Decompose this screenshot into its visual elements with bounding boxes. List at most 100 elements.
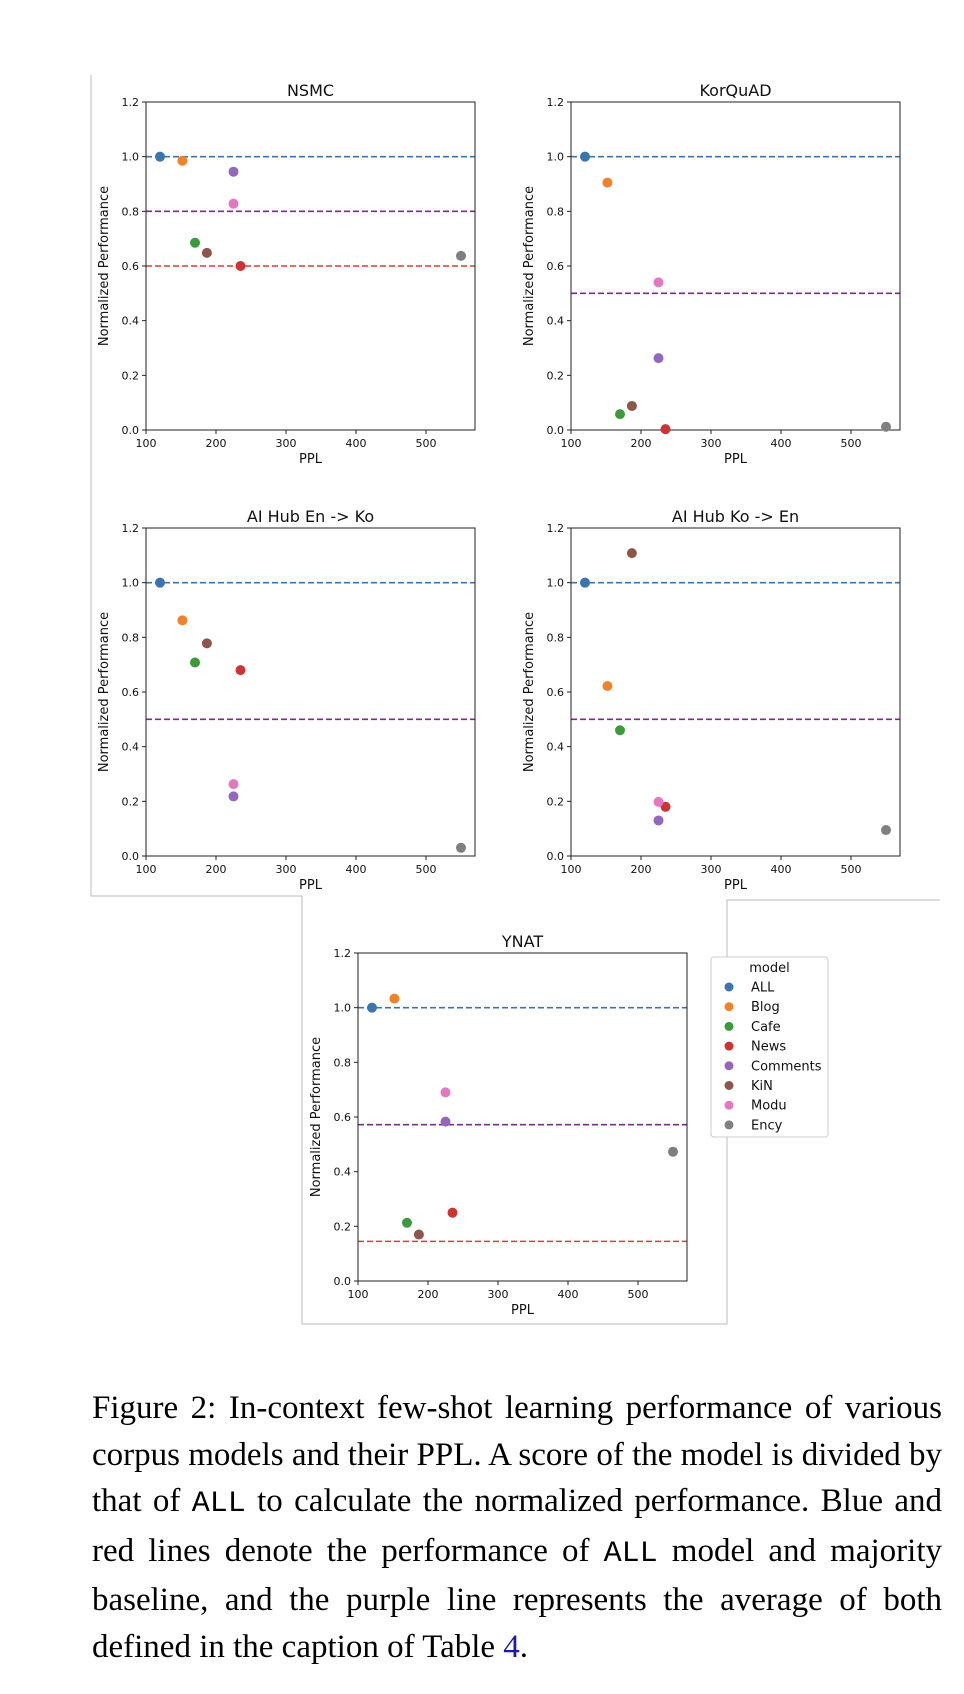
point-all <box>580 151 590 162</box>
chart-panel-ai-hub-ko-en: AI Hub Ko -> En 0.0 0.2 0.4 0.6 0.8 1.0 1.2 100 2… <box>522 507 901 893</box>
legend: model ALL Blog Cafe News Comments KiN Modu Ency <box>710 956 829 1138</box>
point-blog <box>177 615 188 626</box>
y-tick-label: 0.8 <box>547 205 565 218</box>
point-comments <box>653 353 664 364</box>
x-tick-label: 500 <box>628 1288 649 1301</box>
legend-label-news: News <box>751 1040 786 1055</box>
legend-label-all: ALL <box>751 981 775 996</box>
x-tick-label: 500 <box>841 437 862 450</box>
x-tick-label: 200 <box>206 437 227 450</box>
x-tick-label: 200 <box>631 437 652 450</box>
panels-layer: NSMC 0.0 0.2 0.4 0.6 0.8 1.0 1.2 100 200 300 400 500… <box>97 81 901 1318</box>
plot-frame <box>570 527 901 857</box>
y-tick-label: 1.0 <box>547 151 565 164</box>
chart-panel-nsmc: NSMC 0.0 0.2 0.4 0.6 0.8 1.0 1.2 100 200 300 400 500… <box>97 81 476 467</box>
point-news <box>660 801 671 812</box>
x-tick-label: 100 <box>136 863 157 876</box>
point-ency <box>456 250 466 261</box>
point-news <box>447 1207 458 1218</box>
x-tick-label: 500 <box>416 437 437 450</box>
x-tick-label: 500 <box>841 863 862 876</box>
legend-label-ency: Ency <box>751 1118 783 1133</box>
x-tick-label: 400 <box>346 437 367 450</box>
x-tick-label: 200 <box>418 1288 439 1301</box>
plot-frame <box>145 527 476 857</box>
point-cafe <box>615 725 625 736</box>
y-tick-label: 1.0 <box>122 577 140 590</box>
point-modu <box>440 1087 451 1098</box>
point-modu <box>228 198 239 209</box>
point-modu <box>228 779 239 790</box>
point-kin <box>626 548 637 559</box>
point-blog <box>177 155 188 166</box>
legend-title: model <box>749 961 789 976</box>
point-modu <box>653 796 664 807</box>
point-blog <box>602 177 613 188</box>
chart-title: KorQuAD <box>699 81 771 100</box>
point-all <box>155 577 165 588</box>
x-tick-label: 300 <box>276 437 297 450</box>
y-tick-label: 0.0 <box>122 850 140 863</box>
point-ency <box>456 842 466 853</box>
x-tick-label: 400 <box>771 863 792 876</box>
legend-marker-all <box>724 982 734 992</box>
legend-marker-comments <box>724 1061 734 1071</box>
legend-label-modu: Modu <box>751 1099 787 1114</box>
table-reference-link[interactable]: 4 <box>503 1628 520 1665</box>
chart-title: AI Hub En -> Ko <box>247 507 374 526</box>
caption-code-all: ALL <box>191 1487 246 1521</box>
x-tick-label: 300 <box>488 1288 509 1301</box>
y-tick-label: 0.2 <box>547 795 565 808</box>
caption-code-all-2: ALL <box>603 1536 658 1571</box>
point-all <box>580 577 590 588</box>
y-tick-label: 0.0 <box>122 424 140 437</box>
y-tick-label: 1.2 <box>122 96 140 109</box>
x-tick-label: 300 <box>701 437 722 450</box>
y-axis-label: Normalized Performance <box>97 612 112 772</box>
point-kin <box>201 247 212 258</box>
y-tick-label: 1.2 <box>547 96 565 109</box>
point-kin <box>413 1229 424 1240</box>
y-tick-label: 0.2 <box>122 795 140 808</box>
caption-text-mid1: to calculate the normalized performance.… <box>92 1483 942 1569</box>
y-tick-label: 0.4 <box>547 741 565 754</box>
y-tick-label: 0.6 <box>547 686 565 699</box>
y-tick-label: 1.2 <box>547 522 565 535</box>
point-news <box>235 665 246 676</box>
point-blog <box>389 993 400 1004</box>
y-tick-label: 1.0 <box>122 151 140 164</box>
caption-text-lead: Figure 2: In-context few-shot learning p… <box>92 1390 942 1519</box>
x-tick-label: 400 <box>771 437 792 450</box>
y-axis-label: Normalized Performance <box>97 186 112 346</box>
x-tick-label: 100 <box>561 863 582 876</box>
y-tick-label: 1.2 <box>122 522 140 535</box>
y-tick-label: 0.8 <box>334 1056 352 1069</box>
point-cafe <box>615 409 625 420</box>
x-axis-label: PPL <box>724 878 748 893</box>
y-tick-label: 0.0 <box>547 424 565 437</box>
point-ency <box>881 421 891 432</box>
point-comments <box>440 1116 451 1127</box>
point-comments <box>228 791 239 802</box>
x-tick-label: 100 <box>561 437 582 450</box>
caption-text-mid2: model and majority baseline, and the pur… <box>92 1532 942 1665</box>
legend-marker-blog <box>724 1002 734 1012</box>
plot-frame <box>570 101 901 431</box>
legend-marker-modu <box>724 1100 734 1110</box>
y-tick-label: 0.4 <box>547 315 565 328</box>
y-axis-label: Normalized Performance <box>522 186 537 346</box>
y-tick-label: 0.8 <box>122 631 140 644</box>
point-cafe <box>402 1217 412 1228</box>
y-tick-label: 1.0 <box>334 1002 352 1015</box>
point-kin <box>201 638 212 649</box>
legend-label-comments: Comments <box>751 1059 822 1074</box>
point-kin <box>626 400 637 411</box>
point-comments <box>653 815 664 826</box>
point-comments <box>228 166 239 177</box>
point-blog <box>602 680 613 691</box>
x-axis-label: PPL <box>724 452 748 467</box>
y-tick-label: 0.6 <box>122 260 140 273</box>
panel-frame-left <box>90 75 302 897</box>
x-tick-label: 200 <box>631 863 652 876</box>
y-tick-label: 0.8 <box>122 205 140 218</box>
